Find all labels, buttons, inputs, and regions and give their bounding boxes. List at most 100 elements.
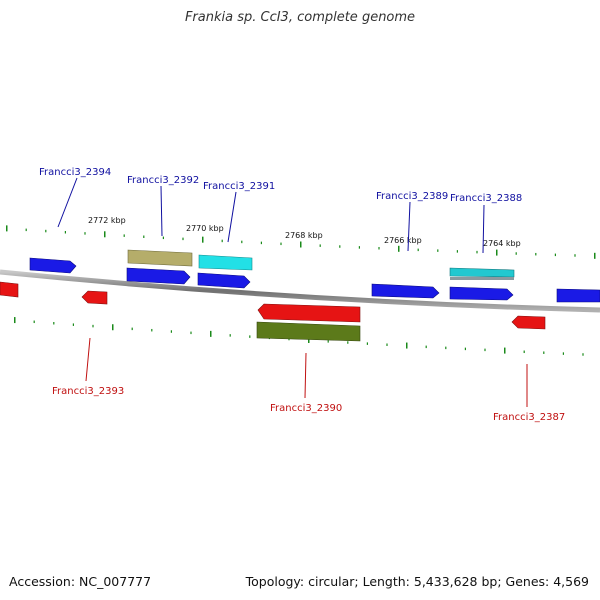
olive-feature-block[interactable] xyxy=(256,321,361,342)
reverse-genes xyxy=(0,281,546,342)
gene-label[interactable]: Francci3_2393 xyxy=(52,386,124,397)
major-tick xyxy=(594,252,596,259)
gene-label[interactable]: Francci3_2391 xyxy=(203,181,275,192)
minor-tick xyxy=(484,348,486,352)
minor-tick xyxy=(151,328,153,332)
minor-tick xyxy=(143,235,145,238)
minor-tick xyxy=(190,331,192,335)
scale-label: 2770 kbp xyxy=(186,224,224,233)
major-tick xyxy=(112,324,114,331)
minor-tick xyxy=(260,241,262,245)
reverse-gene-arrow[interactable] xyxy=(511,315,546,330)
gene-label[interactable]: Francci3_2394 xyxy=(39,167,111,178)
minor-tick xyxy=(425,345,427,349)
gene-label[interactable]: Francci3_2388 xyxy=(450,193,522,204)
leader-line xyxy=(160,185,163,237)
leader-line xyxy=(304,352,307,399)
minor-tick xyxy=(25,228,27,232)
reverse-gene-arrow[interactable] xyxy=(257,303,361,323)
gene-labels: Francci3_2394 Francci3_2392 Francci3_239… xyxy=(39,167,565,423)
minor-tick xyxy=(319,244,321,247)
scale-ticks-outer xyxy=(6,225,596,259)
major-tick xyxy=(14,317,16,324)
minor-tick xyxy=(182,237,184,241)
forward-gene-arrow[interactable] xyxy=(449,286,514,301)
minor-tick xyxy=(445,346,447,350)
minor-tick xyxy=(456,250,458,253)
scale-label: 2764 kbp xyxy=(483,239,521,248)
leader-line xyxy=(407,201,411,252)
major-tick xyxy=(6,225,8,232)
minor-tick xyxy=(535,252,537,256)
minor-tick xyxy=(45,229,47,233)
minor-tick xyxy=(249,335,251,338)
label-leaders xyxy=(57,177,528,407)
gene-label[interactable]: Francci3_2390 xyxy=(270,403,342,414)
feature-stripe xyxy=(450,277,514,280)
leader-line xyxy=(482,204,485,254)
major-tick xyxy=(104,231,106,238)
minor-tick xyxy=(554,253,556,257)
minor-tick xyxy=(464,347,466,351)
cyan-feature-block[interactable] xyxy=(449,267,515,278)
minor-tick xyxy=(84,232,86,235)
minor-tick xyxy=(386,343,388,346)
forward-gene-arrow[interactable] xyxy=(126,267,191,285)
minor-tick xyxy=(582,353,584,356)
minor-tick xyxy=(574,254,576,257)
feature-blocks xyxy=(127,249,515,280)
genome-summary: Topology: circular; Length: 5,433,628 bp… xyxy=(245,574,589,589)
minor-tick xyxy=(241,240,243,244)
leader-line xyxy=(85,337,91,382)
forward-gene-arrow[interactable] xyxy=(371,283,440,299)
leader-line xyxy=(57,177,78,228)
minor-tick xyxy=(523,350,525,354)
minor-tick xyxy=(543,351,545,354)
major-tick xyxy=(504,347,506,354)
cyan-feature-block[interactable] xyxy=(198,254,253,271)
gene-label[interactable]: Francci3_2392 xyxy=(127,175,199,186)
major-tick xyxy=(308,336,310,343)
minor-tick xyxy=(327,340,329,343)
minor-tick xyxy=(64,230,66,234)
minor-tick xyxy=(221,239,223,243)
forward-gene-arrow[interactable] xyxy=(29,257,77,274)
major-tick xyxy=(300,241,302,248)
accession-label: Accession: NC_007777 xyxy=(9,574,152,589)
major-tick xyxy=(210,330,212,337)
forward-gene-arrow[interactable] xyxy=(197,272,251,289)
minor-tick xyxy=(53,322,55,325)
forward-genes xyxy=(29,257,600,303)
minor-tick xyxy=(378,246,380,250)
minor-tick xyxy=(162,236,164,240)
minor-tick xyxy=(170,330,172,333)
minor-tick xyxy=(92,324,94,328)
minor-tick xyxy=(358,246,360,249)
gene-label[interactable]: Francci3_2389 xyxy=(376,191,448,202)
minor-tick xyxy=(229,334,231,337)
reverse-gene-arrow[interactable] xyxy=(81,290,108,305)
major-tick xyxy=(496,249,498,256)
minor-tick xyxy=(72,323,74,326)
minor-tick xyxy=(417,248,419,252)
major-tick xyxy=(398,245,400,252)
reverse-gene-arrow[interactable] xyxy=(0,281,19,298)
minor-tick xyxy=(347,341,349,344)
khaki-feature-block[interactable] xyxy=(127,249,193,267)
gene-label[interactable]: Francci3_2387 xyxy=(493,412,565,423)
scale-labels: 2772 kbp 2770 kbp 2768 kbp 2766 kbp 2764… xyxy=(88,216,521,248)
map-title: Frankia sp. CcI3, complete genome xyxy=(184,10,416,25)
scale-label: 2772 kbp xyxy=(88,216,126,225)
genome-backbone xyxy=(0,269,600,313)
minor-tick xyxy=(123,234,125,237)
minor-tick xyxy=(280,242,282,246)
minor-tick xyxy=(339,245,341,248)
minor-tick xyxy=(366,342,368,345)
minor-tick xyxy=(33,320,35,324)
minor-tick xyxy=(562,352,564,355)
minor-tick xyxy=(515,252,517,255)
forward-gene-arrow[interactable] xyxy=(556,288,600,303)
minor-tick xyxy=(476,250,478,254)
major-tick xyxy=(202,236,204,243)
